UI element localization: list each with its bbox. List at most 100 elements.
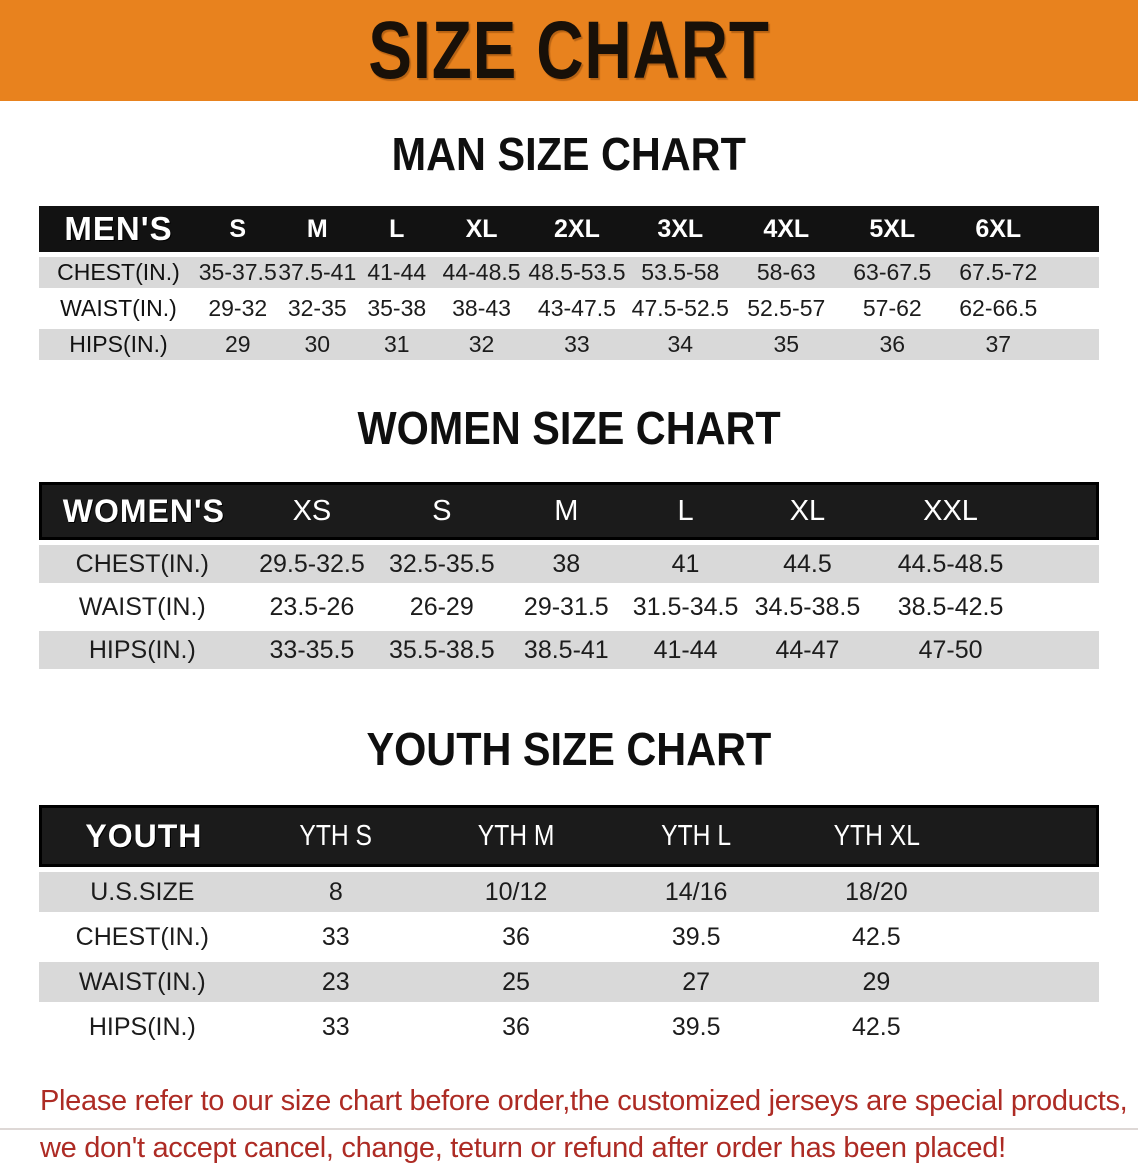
- table-cell: 44-48.5: [442, 259, 521, 285]
- size-col-header: S: [378, 482, 506, 540]
- filler-cell: [1051, 206, 1099, 252]
- note-line-1: Please refer to our size chart before or…: [40, 1085, 1128, 1117]
- table-row: HIPS(IN.) 29 30 31 32 33 34 35 36 37: [39, 329, 1099, 360]
- order-policy-note: Please refer to our size chart before or…: [40, 1078, 1128, 1172]
- youth-corner-label: YOUTH: [39, 805, 246, 867]
- banner-title: SIZE CHART: [368, 4, 770, 96]
- women-header-row: WOMEN'S XS S M L XL XXL: [39, 482, 1099, 540]
- table-cell: 36: [502, 1012, 530, 1041]
- table-cell: 26-29: [409, 592, 474, 621]
- table-cell: 48.5-53.5: [528, 259, 626, 285]
- table-cell: 43-47.5: [537, 295, 616, 321]
- row-label: CHEST(IN.): [75, 549, 209, 578]
- table-cell: 37.5-41: [278, 259, 357, 285]
- size-col-header: YTH XL: [786, 805, 967, 867]
- table-cell: 31: [383, 331, 410, 357]
- youth-header-row: YOUTH YTH S YTH M YTH L YTH XL: [39, 805, 1099, 867]
- table-cell: 41-44: [653, 635, 718, 664]
- table-cell: 38.5-42.5: [897, 592, 1004, 621]
- table-cell: 34: [667, 331, 694, 357]
- table-cell: 32.5-35.5: [388, 549, 495, 578]
- size-col-header: 6XL: [945, 206, 1052, 252]
- filler-cell: [1030, 482, 1099, 540]
- row-label: HIPS(IN.): [88, 1012, 196, 1041]
- table-cell: 29.5-32.5: [259, 549, 365, 578]
- table-cell: 32: [468, 331, 495, 357]
- size-col-header: XL: [743, 482, 872, 540]
- row-label: CHEST(IN.): [57, 259, 180, 285]
- table-cell: 57-62: [862, 295, 922, 321]
- youth-section-title: YOUTH SIZE CHART: [366, 723, 772, 775]
- filler-cell: [1030, 631, 1099, 669]
- table-cell: 41-44: [367, 259, 427, 285]
- filler-cell: [1051, 329, 1099, 360]
- table-cell: 47.5-52.5: [631, 295, 729, 321]
- filler-cell: [966, 1007, 1099, 1047]
- table-row: CHEST(IN.) 35-37.5 37.5-41 41-44 44-48.5…: [39, 257, 1099, 288]
- table-cell: 62-66.5: [959, 295, 1038, 321]
- table-cell: 27: [682, 967, 711, 996]
- note-line-2: we don't accept cancel, change, teturn o…: [40, 1131, 1006, 1164]
- table-cell: 35.5-38.5: [388, 635, 495, 664]
- size-col-header: XXL: [871, 482, 1031, 540]
- table-cell: 33-35.5: [269, 635, 355, 664]
- youth-size-table: YOUTH YTH S YTH M YTH L YTH XL U.S.SIZE …: [39, 800, 1099, 1052]
- table-cell: 44.5: [783, 549, 832, 578]
- table-cell: 63-67.5: [853, 259, 932, 285]
- size-col-header: 2XL: [526, 206, 628, 252]
- filler-cell: [1051, 293, 1099, 324]
- table-cell: 52.5-57: [747, 295, 826, 321]
- table-cell: 36: [502, 922, 530, 951]
- table-cell: 44.5-48.5: [897, 549, 1004, 578]
- table-cell: 35-37.5: [198, 259, 277, 285]
- table-row: CHEST(IN.) 33 36 39.5 42.5: [39, 917, 1099, 957]
- table-cell: 23: [321, 967, 350, 996]
- table-cell: 33: [321, 922, 350, 951]
- table-row: HIPS(IN.) 33-35.5 35.5-38.5 38.5-41 41-4…: [39, 631, 1099, 669]
- table-row: CHEST(IN.) 29.5-32.5 32.5-35.5 38 41 44.…: [39, 545, 1099, 583]
- filler-cell: [1030, 588, 1099, 626]
- table-cell: 29: [862, 967, 891, 996]
- size-col-header: YTH S: [245, 805, 426, 867]
- table-cell: 38-43: [452, 295, 511, 321]
- table-cell: 41: [671, 549, 700, 578]
- size-col-header: L: [357, 206, 437, 252]
- table-cell: 29-31.5: [523, 592, 609, 621]
- size-col-header: 5XL: [839, 206, 946, 252]
- size-col-header: XS: [245, 482, 379, 540]
- table-row: HIPS(IN.) 33 36 39.5 42.5: [39, 1007, 1099, 1047]
- row-label: WAIST(IN.): [78, 592, 206, 621]
- men-size-table: MEN'S S M L XL 2XL 3XL 4XL 5XL 6XL CHEST…: [39, 201, 1099, 365]
- table-cell: 42.5: [852, 922, 901, 951]
- table-cell: 47-50: [918, 635, 983, 664]
- table-cell: 34.5-38.5: [754, 592, 861, 621]
- table-cell: 14/16: [664, 877, 728, 906]
- row-label: WAIST(IN.): [60, 295, 177, 321]
- size-col-header: YTH M: [425, 805, 607, 867]
- size-col-header: L: [627, 482, 744, 540]
- row-label: U.S.SIZE: [90, 877, 195, 906]
- filler-cell: [966, 805, 1099, 867]
- size-col-header: M: [505, 482, 628, 540]
- table-cell: 33: [564, 331, 590, 357]
- size-col-header: M: [277, 206, 357, 252]
- table-cell: 18/20: [845, 877, 908, 906]
- filler-cell: [966, 872, 1099, 912]
- man-section-title: MAN SIZE CHART: [391, 128, 747, 180]
- table-cell: 39.5: [671, 922, 721, 951]
- table-cell: 29: [224, 331, 251, 357]
- table-cell: 23.5-26: [269, 592, 355, 621]
- men-corner-label: MEN'S: [39, 206, 198, 252]
- table-cell: 8: [328, 877, 343, 906]
- filler-cell: [966, 917, 1099, 957]
- table-cell: 53.5-58: [641, 259, 720, 285]
- table-cell: 38.5-41: [523, 635, 609, 664]
- size-chart-banner: SIZE CHART: [0, 0, 1138, 101]
- women-size-table: WOMEN'S XS S M L XL XXL CHEST(IN.) 29.5-…: [39, 477, 1099, 674]
- table-row: U.S.SIZE 8 10/12 14/16 18/20: [39, 872, 1099, 912]
- table-cell: 10/12: [484, 877, 548, 906]
- table-row: WAIST(IN.) 23 25 27 29: [39, 962, 1099, 1002]
- row-label: CHEST(IN.): [75, 922, 209, 951]
- table-cell: 58-63: [756, 259, 816, 285]
- size-col-header: S: [198, 206, 278, 252]
